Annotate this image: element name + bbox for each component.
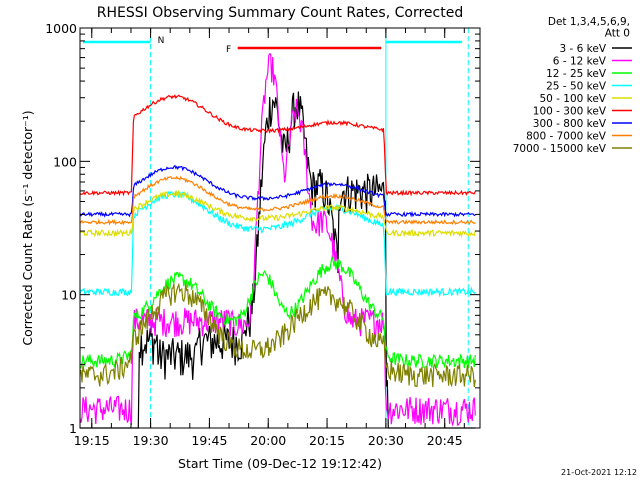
series-line-2: [79, 255, 476, 369]
plot-frame: [79, 27, 481, 429]
x-tick-label: 20:00: [250, 433, 286, 448]
footer-date: 21-Oct-2021 12:12: [561, 468, 637, 477]
legend-header: Att 0: [605, 28, 630, 40]
x-axis-label: Start Time (09-Dec-12 19:12:42): [178, 456, 382, 471]
legend-label: 7000 - 15000 keV: [513, 143, 607, 155]
annotation-f-label: F: [226, 45, 231, 55]
legend-label: 6 - 12 keV: [553, 56, 607, 68]
legend-label: 3 - 6 keV: [559, 43, 606, 55]
axes: 1 10 100 1000 19:15 19:30 19:45 20:00 20:15 20:30…: [45, 21, 480, 448]
y-tick-label: 1: [69, 421, 77, 436]
series-lines: [79, 52, 476, 429]
y-tick-label: 1000: [45, 21, 77, 36]
x-tick-label: 20:30: [368, 433, 404, 448]
chart-title: RHESSI Observing Summary Count Rates, Co…: [97, 5, 463, 21]
legend-label: 300 - 800 keV: [533, 118, 607, 130]
x-tick-label: 20:15: [309, 433, 345, 448]
series-line-0: [80, 91, 476, 429]
legend-label: 800 - 7000 keV: [526, 131, 607, 143]
annotations: NF: [83, 36, 462, 55]
series-line-3: [79, 190, 476, 298]
x-tick-label: 19:15: [74, 433, 110, 448]
legend-label: 50 - 100 keV: [539, 93, 606, 105]
annotation-n-label: N: [158, 36, 165, 46]
legend-label: 100 - 300 keV: [533, 106, 607, 118]
dashed-markers: [150, 28, 469, 428]
x-tick-label: 19:45: [191, 433, 227, 448]
series-line-8: [79, 282, 476, 388]
y-tick-label: 10: [61, 288, 77, 303]
x-tick-label: 20:45: [427, 433, 463, 448]
y-tick-label: 100: [53, 154, 77, 169]
legend-label: 25 - 50 keV: [546, 81, 607, 93]
legend-label: 12 - 25 keV: [546, 68, 607, 80]
legend-header: Det 1,3,4,5,6,9,: [548, 16, 630, 28]
y-axis-label: Corrected Count Rate (s⁻¹ detector⁻¹): [20, 110, 35, 345]
x-tick-label: 19:30: [133, 433, 169, 448]
series-line-6: [79, 164, 476, 218]
series-line-7: [79, 175, 476, 226]
series-line-4: [79, 189, 476, 239]
series-line-5: [79, 94, 476, 197]
